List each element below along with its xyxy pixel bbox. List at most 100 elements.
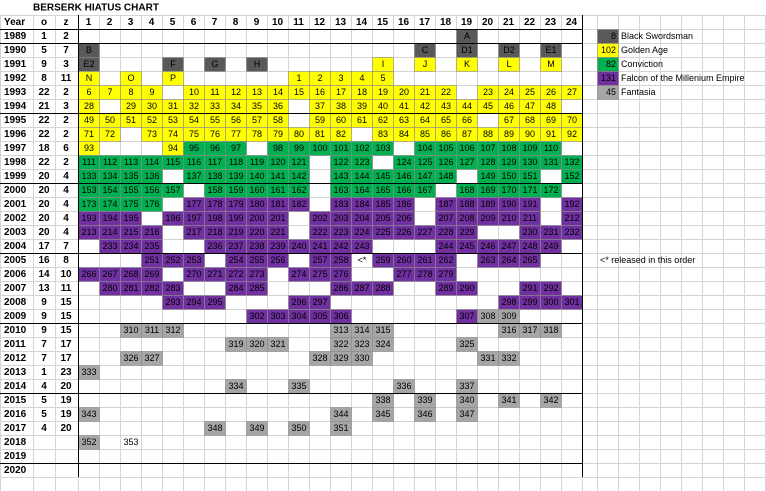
chapter: 64 [420, 115, 430, 125]
chapter: 117 [208, 157, 222, 167]
o-count: 4 [41, 381, 47, 392]
column-header: 7 [212, 17, 218, 28]
chapter: 29 [126, 101, 136, 111]
chapter: 166 [396, 185, 411, 195]
chapter: 190 [501, 199, 516, 209]
year: 1990 [4, 45, 27, 56]
chapter: 94 [168, 143, 178, 153]
chapter: 222 [312, 227, 327, 237]
chapter: 322 [333, 339, 348, 349]
z-count: 2 [63, 157, 69, 168]
chapter: 23 [483, 87, 493, 97]
chapter: 120 [270, 157, 285, 167]
year: 2002 [4, 213, 27, 224]
chapter-cell [246, 57, 268, 72]
chapter: 66 [462, 115, 472, 125]
chapter-cell [456, 407, 478, 422]
chapter: 87 [462, 129, 472, 139]
legend-count: 82 [606, 59, 616, 69]
o-count: 20 [38, 213, 50, 224]
o-count: 4 [41, 423, 47, 434]
year: 2017 [4, 423, 27, 434]
chapter: 258 [333, 255, 348, 265]
chapter: 115 [166, 157, 180, 167]
chapter: 202 [312, 213, 327, 223]
chapter: 328 [312, 353, 327, 363]
chapter: 269 [144, 269, 159, 279]
chapter: 350 [291, 423, 306, 433]
chapter: 303 [270, 311, 285, 321]
column-header: 16 [398, 17, 410, 28]
chapter: 261 [417, 255, 432, 265]
chapter: 278 [417, 269, 432, 279]
chapter: 201 [270, 213, 285, 223]
column-header: 2 [107, 17, 113, 28]
chapter: 140 [249, 171, 264, 181]
chapter: 339 [417, 395, 432, 405]
chapter: 80 [294, 129, 304, 139]
chapter: 101 [333, 143, 348, 153]
chapter: 69 [546, 115, 556, 125]
chapter: 297 [312, 297, 327, 307]
chapter: 343 [81, 409, 96, 419]
chapter: 220 [249, 227, 264, 237]
year: 1996 [4, 129, 27, 140]
column-header: 21 [503, 17, 515, 28]
chapter: D1 [461, 45, 473, 55]
z-count: 10 [60, 269, 72, 280]
chapter: 132 [564, 157, 579, 167]
chapter: 5 [380, 73, 385, 83]
chapter: 165 [375, 185, 390, 195]
chapter: 6 [86, 87, 91, 97]
legend-swatch [597, 85, 619, 100]
chapter: 236 [207, 241, 222, 251]
chapter: 182 [291, 199, 306, 209]
chapter: 294 [186, 297, 201, 307]
chapter: 136 [144, 171, 159, 181]
chapter: 352 [81, 437, 96, 447]
chapter: 151 [522, 171, 537, 181]
chapter: 211 [523, 213, 537, 223]
chapter: 77 [231, 129, 241, 139]
chapter: 257 [312, 255, 327, 265]
chapter: 179 [228, 199, 243, 209]
legend-label: Black Swordsman [621, 31, 693, 41]
year: 2016 [4, 409, 27, 420]
chapter: 114 [145, 157, 159, 167]
chapter: 347 [459, 409, 474, 419]
chapter: 185 [375, 199, 390, 209]
chapter: 108 [501, 143, 516, 153]
chapter: 341 [501, 395, 516, 405]
z-count: 15 [60, 297, 72, 308]
chapter: 50 [105, 115, 115, 125]
chapter: 63 [399, 115, 409, 125]
chapter: 324 [375, 339, 390, 349]
legend-label: Golden Age [621, 45, 668, 55]
chapter: 186 [396, 199, 411, 209]
chapter: 106 [459, 143, 474, 153]
chapter: 89 [504, 129, 514, 139]
year: 2010 [4, 325, 27, 336]
chapter: 30 [147, 101, 157, 111]
year: 2014 [4, 381, 27, 392]
chapter: 44 [462, 101, 472, 111]
chapter: 129 [501, 157, 516, 167]
o-count: 22 [38, 87, 50, 98]
chapter: 302 [249, 311, 264, 321]
chapter: 1 [296, 73, 301, 83]
chapter: 196 [165, 213, 180, 223]
chapter: 82 [336, 129, 346, 139]
chapter: 134 [102, 171, 117, 181]
chapter: 235 [144, 241, 159, 251]
chapter: 285 [249, 283, 264, 293]
chapter: 288 [375, 283, 390, 293]
chapter: 217 [186, 227, 201, 237]
chapter: 173 [81, 199, 96, 209]
chapter-cell [141, 351, 163, 366]
chapter: 163 [333, 185, 348, 195]
chapter: 264 [501, 255, 516, 265]
chapter: 39 [357, 101, 367, 111]
chapter: 246 [480, 241, 495, 251]
chapter: 323 [354, 339, 369, 349]
chapter: 338 [375, 395, 390, 405]
